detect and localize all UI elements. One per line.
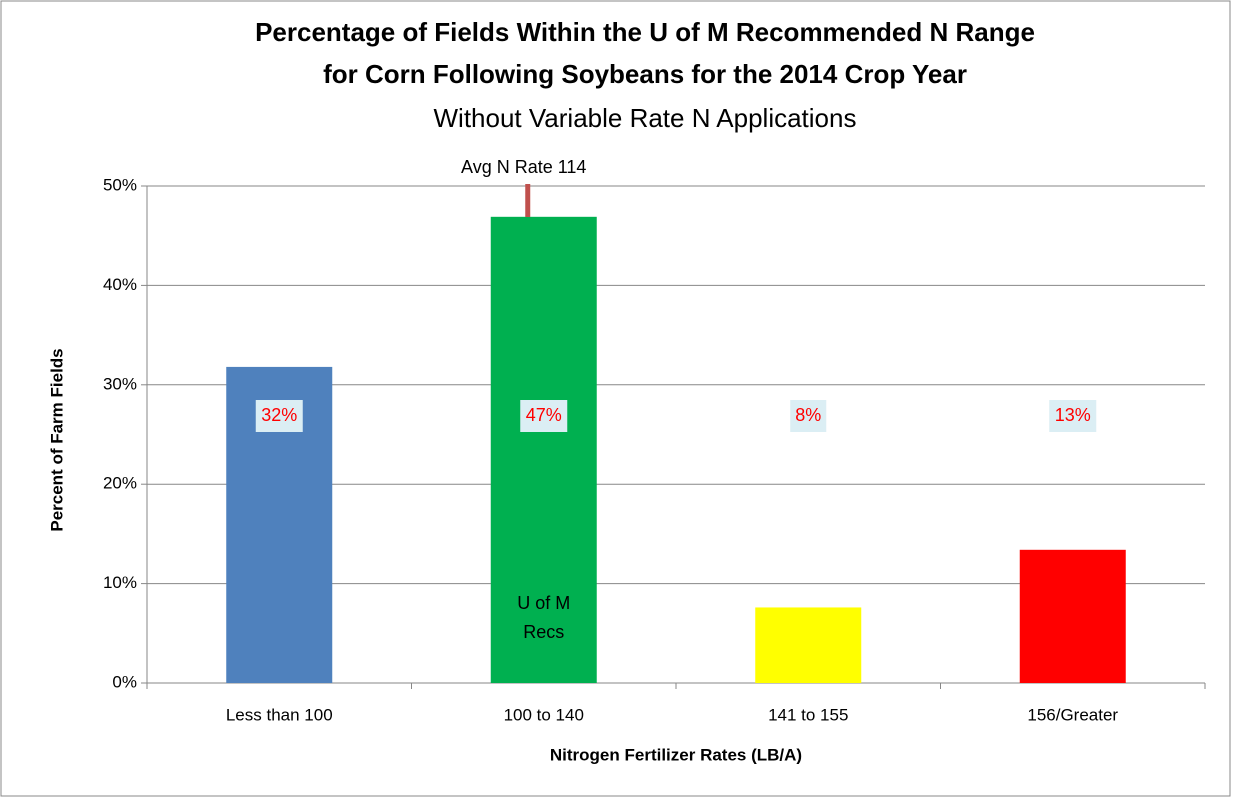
y-axis-label: Percent of Farm Fields xyxy=(47,348,66,531)
annotation: Avg N Rate 114 xyxy=(461,157,586,177)
annotation: Recs xyxy=(523,622,564,642)
x-tick-label: 156/Greater xyxy=(1027,705,1118,724)
data-label: 8% xyxy=(795,405,821,425)
bar xyxy=(755,607,862,683)
data-label: 47% xyxy=(526,405,562,425)
y-tick-label: 20% xyxy=(103,474,137,493)
y-tick-label: 40% xyxy=(103,275,137,294)
y-tick-label: 0% xyxy=(112,672,137,691)
data-label-box xyxy=(520,400,568,432)
data-label-box xyxy=(790,400,827,432)
data-label: 32% xyxy=(261,405,297,425)
data-label: 13% xyxy=(1055,405,1091,425)
bar xyxy=(1019,549,1126,683)
data-label-box xyxy=(255,400,303,432)
chart-title: Percentage of Fields Within the U of M R… xyxy=(255,17,1035,47)
y-tick-label: 50% xyxy=(103,175,137,194)
chart-title: for Corn Following Soybeans for the 2014… xyxy=(323,59,967,89)
annotation: U of M xyxy=(517,593,570,613)
x-tick-label: 141 to 155 xyxy=(768,705,848,724)
x-tick-label: Less than 100 xyxy=(226,705,333,724)
bar xyxy=(490,216,597,683)
y-tick-label: 10% xyxy=(103,573,137,592)
chart-subtitle: Without Variable Rate N Applications xyxy=(434,103,857,133)
x-axis-label: Nitrogen Fertilizer Rates (LB/A) xyxy=(550,745,802,764)
data-label-box xyxy=(1049,400,1097,432)
x-tick-label: 100 to 140 xyxy=(504,705,584,724)
y-tick-label: 30% xyxy=(103,374,137,393)
